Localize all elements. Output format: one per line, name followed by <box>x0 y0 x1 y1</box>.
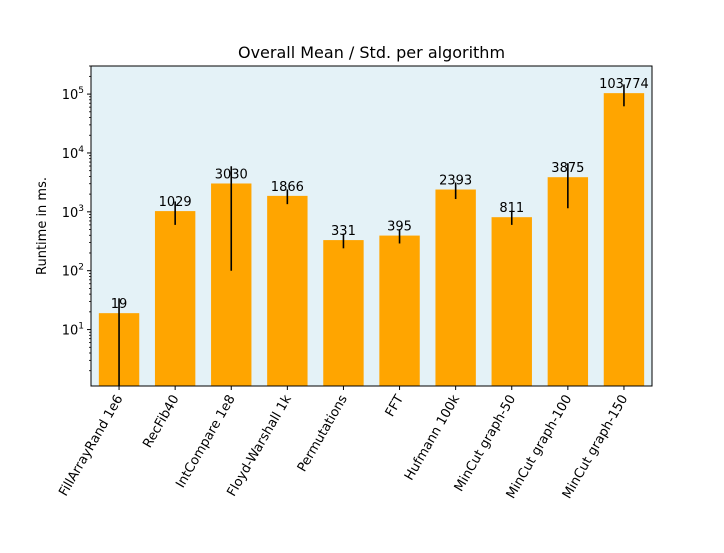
y-tick-label-1: 101 <box>62 322 84 339</box>
chart-title: Overall Mean / Std. per algorithm <box>238 43 505 62</box>
value-label-8: 811 <box>499 201 524 216</box>
bar-2 <box>154 211 196 386</box>
bar-10 <box>603 93 645 387</box>
y-axis: 101 102 103 104 105 <box>62 65 91 372</box>
x-tick-label-1: FillArrayRand 1e6 <box>56 393 126 499</box>
x-tick-label-7: Hufmann 100k <box>402 392 463 483</box>
value-label-9: 3875 <box>551 161 584 176</box>
bars <box>98 93 645 387</box>
bar-6 <box>379 235 420 386</box>
x-tick-label-6: FFT <box>383 392 407 419</box>
x-tick-label-10: MinCut graph-150 <box>560 393 632 502</box>
value-label-10: 103774 <box>599 77 649 92</box>
x-tick-label-2: RecFib40 <box>140 393 182 451</box>
value-label-3: 3030 <box>215 167 248 182</box>
value-label-6: 395 <box>387 220 412 235</box>
bar-7 <box>435 189 476 386</box>
plot-frame <box>90 65 653 387</box>
x-tick-label-4: Floyd-Warshall 1k <box>225 392 296 499</box>
value-label-4: 1866 <box>271 180 304 195</box>
bar-9 <box>547 177 589 386</box>
y-axis-label: Runtime in ms. <box>35 177 50 275</box>
error-bars <box>118 84 625 386</box>
y-tick-label-4: 104 <box>62 145 85 162</box>
y-tick-label-3: 103 <box>62 204 84 221</box>
value-label-5: 331 <box>331 224 356 239</box>
value-label-2: 1029 <box>159 195 192 210</box>
x-tick-label-5: Permutations <box>295 392 351 474</box>
value-labels: 19 1029 3030 1866 331 395 2393 811 3875 103774 <box>111 77 649 312</box>
y-tick-label-5: 105 <box>62 86 84 103</box>
value-label-7: 2393 <box>439 174 472 189</box>
bar-8 <box>491 217 532 386</box>
value-label-1: 19 <box>111 297 128 312</box>
y-tick-label-2: 102 <box>62 263 84 280</box>
bar-5 <box>323 240 364 386</box>
x-tick-label-3: IntCompare 1e8 <box>173 393 238 491</box>
x-tick-label-8: MinCut graph-50 <box>452 393 519 495</box>
bar-4 <box>267 195 308 386</box>
